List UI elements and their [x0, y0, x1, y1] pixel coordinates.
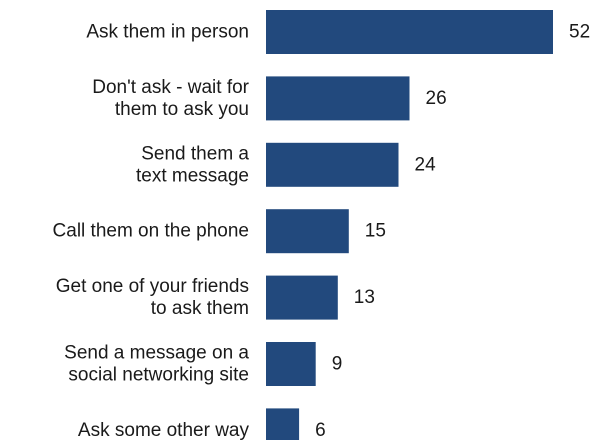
category-label-line: Ask them in person	[86, 22, 249, 43]
category-label-line: social networking site	[68, 365, 249, 386]
bar-5	[266, 342, 316, 386]
category-label-line: Get one of your friends	[56, 276, 249, 297]
value-label-0: 52	[569, 22, 590, 43]
bar-3	[266, 209, 349, 254]
category-label-2: Send them a text message	[136, 143, 249, 186]
category-labels: Ask them in person Don't ask - wait for th…	[53, 22, 250, 440]
value-label-4: 13	[354, 287, 375, 308]
bar-4	[266, 275, 338, 320]
category-label-4: Get one of your friends to ask them	[56, 276, 249, 319]
bars	[266, 10, 553, 440]
category-label-line: Send them a	[141, 143, 249, 164]
category-label-line: Ask some other way	[78, 420, 250, 440]
category-label-3: Call them on the phone	[53, 221, 249, 242]
value-label-1: 26	[426, 88, 447, 109]
value-label-5: 9	[332, 354, 343, 375]
category-label-line: to ask them	[151, 298, 249, 319]
value-label-2: 24	[415, 154, 437, 175]
category-label-line: them to ask you	[115, 99, 249, 120]
bar-0	[266, 10, 553, 54]
category-label-5: Send a message on a social networking sit…	[64, 343, 249, 386]
category-label-line: Call them on the phone	[53, 221, 249, 242]
bar-2	[266, 142, 399, 187]
category-label-1: Don't ask - wait for them to ask you	[92, 77, 249, 120]
bar-1	[266, 76, 410, 121]
category-label-line: text message	[136, 165, 249, 186]
value-labels: 52 26 24 15 13 9 6	[315, 22, 590, 440]
category-label-0: Ask them in person	[86, 22, 249, 43]
category-label-line: Send a message on a	[64, 343, 249, 364]
value-label-6: 6	[315, 420, 326, 440]
category-label-line: Don't ask - wait for	[92, 77, 249, 98]
bar-6	[266, 408, 300, 440]
value-label-3: 15	[365, 221, 386, 242]
category-label-6: Ask some other way	[78, 420, 250, 440]
